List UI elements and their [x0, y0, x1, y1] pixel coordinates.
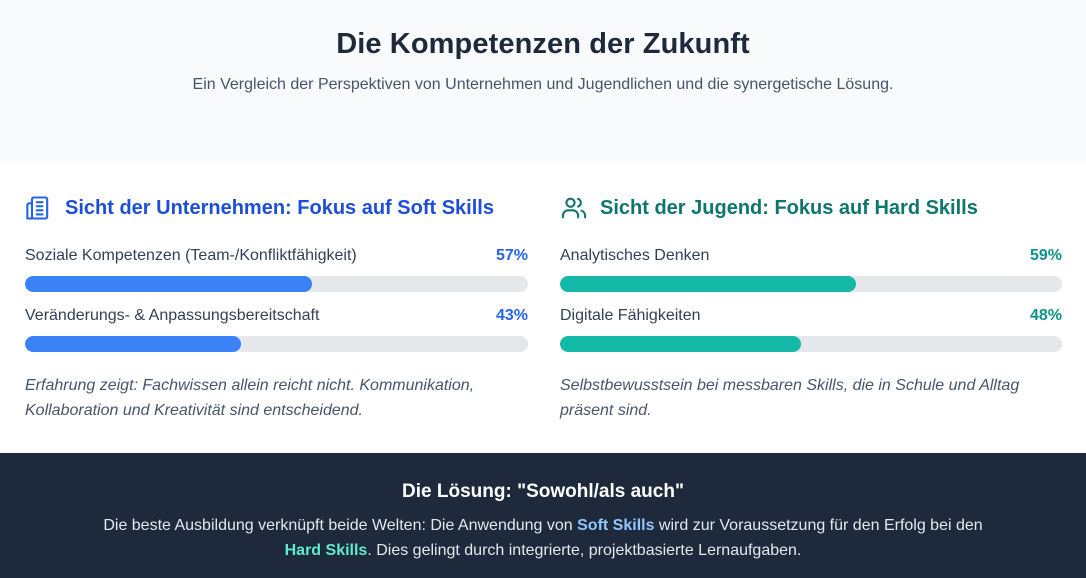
- page-header: Die Kompetenzen der Zukunft Ein Vergleic…: [0, 0, 1086, 161]
- metric-adaptability: Veränderungs- & Anpassungsbereitschaft 4…: [25, 307, 528, 352]
- metric-value: 57%: [495, 247, 528, 264]
- progress-track: [25, 336, 528, 352]
- metric-value: 59%: [1029, 247, 1062, 264]
- companies-panel: Sicht der Unternehmen: Fokus auf Soft Sk…: [25, 161, 528, 453]
- companies-title: Sicht der Unternehmen: Fokus auf Soft Sk…: [65, 196, 494, 219]
- metric-label: Digitale Fähigkeiten: [560, 307, 701, 324]
- building-icon: [25, 194, 53, 222]
- solution-text-part: Die beste Ausbildung verknüpft beide Wel…: [103, 517, 578, 534]
- solution-text-part: . Dies gelingt durch integrierte, projek…: [367, 542, 802, 559]
- solution-text-part: wird zur Voraussetzung für den Erfolg be…: [654, 517, 983, 534]
- progress-track: [560, 336, 1062, 352]
- progress-fill: [560, 336, 801, 352]
- solution-text: Die beste Ausbildung verknüpft beide Wel…: [93, 513, 993, 563]
- soft-skills-highlight: Soft Skills: [577, 517, 655, 534]
- progress-fill: [25, 336, 242, 352]
- metric-label: Veränderungs- & Anpassungsbereitschaft: [25, 307, 320, 324]
- solution-title: Die Lösung: "Sowohl/als auch": [402, 481, 684, 502]
- solution-banner: Die Lösung: "Sowohl/als auch" Die beste …: [0, 453, 1086, 578]
- progress-track: [25, 276, 528, 292]
- progress-track: [560, 276, 1062, 292]
- hard-skills-highlight: Hard Skills: [284, 542, 368, 559]
- users-icon: [560, 194, 588, 222]
- progress-fill: [25, 276, 312, 292]
- youth-panel: Sicht der Jugend: Fokus auf Hard Skills …: [560, 161, 1062, 453]
- youth-title: Sicht der Jugend: Fokus auf Hard Skills: [600, 196, 978, 219]
- metric-label: Analytisches Denken: [560, 247, 710, 264]
- metric-analytical-thinking: Analytisches Denken 59%: [560, 247, 1062, 292]
- progress-fill: [560, 276, 857, 292]
- metric-label: Soziale Kompetenzen (Team-/Konfliktfähig…: [25, 247, 357, 264]
- companies-note: Erfahrung zeigt: Fachwissen allein reich…: [25, 377, 475, 419]
- metric-value: 48%: [1029, 307, 1062, 324]
- metric-digital-skills: Digitale Fähigkeiten 48%: [560, 307, 1062, 352]
- page-title: Die Kompetenzen der Zukunft: [336, 28, 750, 60]
- youth-heading: Sicht der Jugend: Fokus auf Hard Skills: [560, 193, 978, 223]
- youth-note: Selbstbewusstsein bei messbaren Skills, …: [560, 377, 1020, 419]
- companies-heading: Sicht der Unternehmen: Fokus auf Soft Sk…: [25, 193, 494, 223]
- metric-social-skills: Soziale Kompetenzen (Team-/Konfliktfähig…: [25, 247, 528, 292]
- page-subtitle: Ein Vergleich der Perspektiven von Unter…: [192, 76, 894, 93]
- metric-value: 43%: [495, 307, 528, 324]
